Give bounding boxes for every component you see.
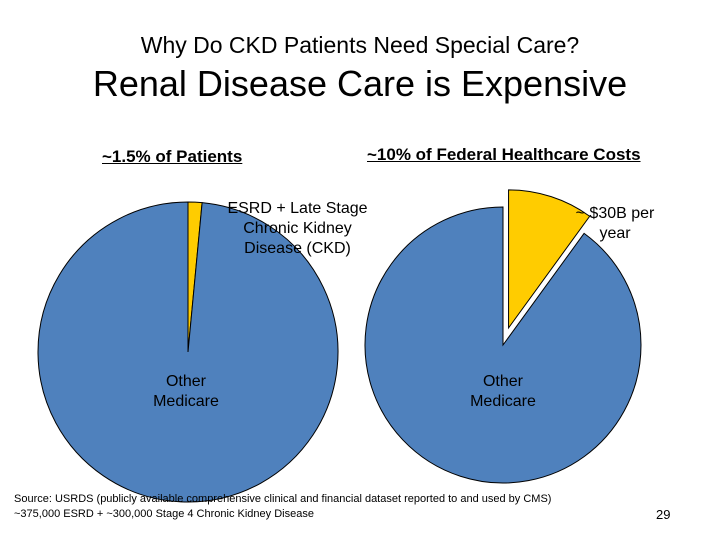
right-pie-slice-label-other: Other Medicare	[470, 373, 536, 410]
right-pie-slice-highlight	[508, 189, 591, 330]
left-pie-slice-label-other: Other Medicare	[153, 373, 219, 410]
slide-subtitle: Why Do CKD Patients Need Special Care?	[140, 32, 580, 58]
source-note: Source: USRDS (publicly available compre…	[14, 493, 552, 520]
left-pie-slice-other-medicare	[37, 201, 339, 503]
right-pie-title: ~10% of Federal Healthcare Costs	[367, 145, 641, 164]
left-pie-chart	[37, 201, 339, 503]
right-pie-slice-other-medicare	[364, 206, 642, 484]
page-number: 29	[656, 507, 671, 522]
left-pie-title: ~1.5% of Patients	[102, 147, 243, 166]
left-pie-slice-label-ckd: ESRD + Late Stage Chronic Kidney Disease…	[227, 200, 368, 257]
right-pie-slice-label-cost: ~ $30B per year	[575, 205, 655, 242]
right-pie-chart	[364, 189, 642, 484]
slide-title: Renal Disease Care is Expensive	[92, 63, 628, 104]
